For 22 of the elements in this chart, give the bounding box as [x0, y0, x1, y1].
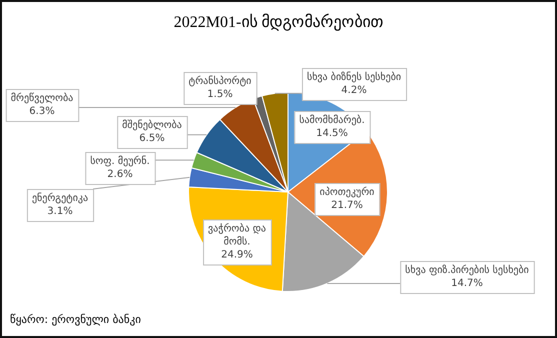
slice-label: იპოთეკური	[320, 186, 374, 198]
slice-label: სოფ. მეურნ.	[90, 155, 150, 168]
data-label: 3.1%	[47, 206, 73, 218]
slice-label: მშენებლობა	[122, 119, 182, 132]
data-label: 4.2%	[341, 85, 367, 96]
data-label: 2.6%	[107, 169, 133, 180]
data-label: 21.7%	[331, 200, 363, 212]
slice-label: ტრანსპორტი	[188, 75, 252, 88]
slice-label: სხვა ფიზ.პირების სესხები	[405, 264, 529, 276]
data-label: 14.7%	[451, 278, 483, 290]
data-label: 6.3%	[29, 106, 55, 118]
slice-label: ენერგეტიკა	[32, 192, 88, 204]
data-label: 1.5%	[207, 89, 233, 100]
text: წყარო: ეროვნული ბანკი	[10, 313, 141, 326]
data-label: 6.5%	[139, 133, 165, 144]
data-label: 14.5%	[316, 128, 348, 140]
data-label: 24.9%	[221, 250, 253, 261]
chart-title: 2022M01-ის მდგომარეობით	[172, 12, 384, 32]
slice-label: სამომხმარებ.	[299, 114, 365, 126]
slice-label: სხვა ბიზნეს სესხები	[306, 71, 402, 84]
slice-label: ვაჭრობა და მომს.	[208, 222, 266, 248]
slice-label: მრეწველობა	[10, 92, 74, 104]
